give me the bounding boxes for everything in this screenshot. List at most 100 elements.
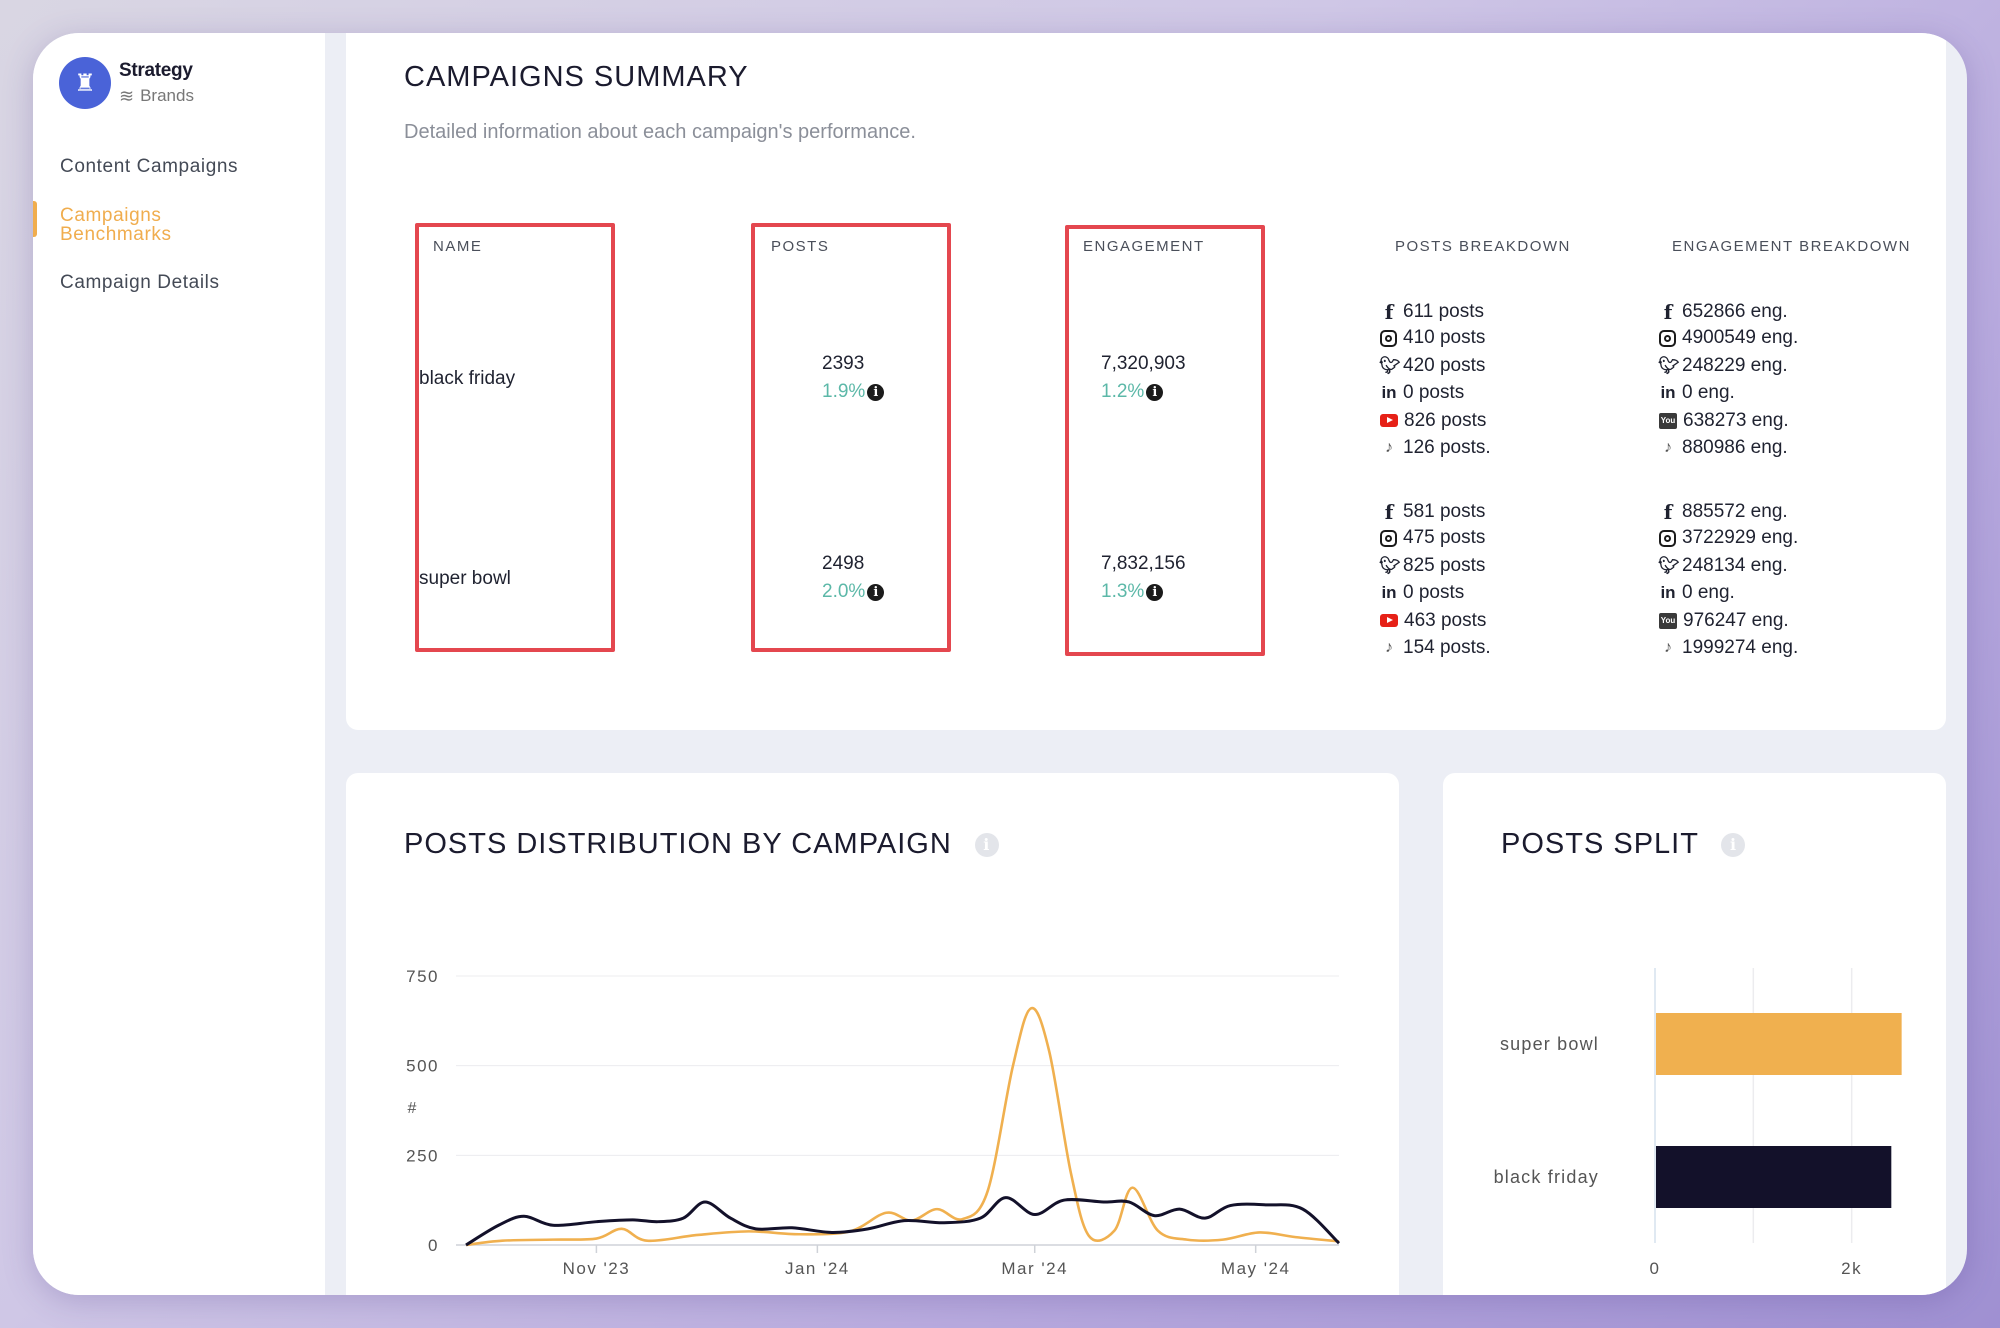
breakdown-value: 475 posts	[1403, 527, 1486, 549]
column-header-posts[interactable]: POSTS	[771, 238, 830, 255]
engagement-breakdown-item: f 652866 eng.	[1658, 300, 1788, 324]
breakdown-value: 826 posts	[1404, 409, 1487, 431]
posts-breakdown-item: 463 posts	[1379, 610, 1486, 632]
sidebar-item-campaign-details[interactable]: Campaign Details	[60, 272, 220, 293]
engagement-breakdown-item: ♪ 880986 eng.	[1658, 437, 1788, 459]
column-header-name[interactable]: NAME	[433, 238, 483, 255]
breakdown-value: 885572 eng.	[1682, 501, 1788, 522]
y-tick-label: 0	[428, 1236, 439, 1255]
info-icon[interactable]: i	[974, 833, 999, 858]
breakdown-value: 248134 eng.	[1682, 554, 1788, 576]
engagement-breakdown-item: ♪ 1999274 eng.	[1658, 637, 1798, 659]
posts-breakdown-item: ♪ 126 posts.	[1379, 437, 1491, 459]
posts-pct: 2.0% i	[822, 581, 885, 603]
highlight-box-name	[415, 223, 615, 652]
engagement-breakdown-item: 4900549 eng.	[1658, 327, 1798, 349]
info-icon[interactable]: i	[1146, 383, 1164, 401]
column-header-posts-breakdown[interactable]: POSTS BREAKDOWN	[1395, 238, 1571, 255]
twitter-icon: 🐦︎	[1658, 555, 1680, 575]
posts-breakdown-item: 🐦︎ 420 posts	[1379, 355, 1485, 377]
posts-breakdown-item: 475 posts	[1379, 527, 1485, 549]
breakdown-value: 126 posts.	[1403, 437, 1491, 458]
bar-black-friday[interactable]	[1656, 1146, 1892, 1208]
breakdown-value: 0 posts	[1403, 382, 1465, 404]
category-label: super bowl	[1500, 1034, 1599, 1054]
engagement-breakdown-item: in 0 eng.	[1658, 382, 1734, 404]
x-tick-label: Jan '24	[785, 1259, 850, 1278]
posts-value: 2498	[822, 553, 865, 574]
x-tick-label: 0	[1650, 1259, 1661, 1278]
breakdown-value: 410 posts	[1403, 327, 1486, 349]
page-title: CAMPAIGNS SUMMARY	[404, 61, 749, 93]
info-icon[interactable]: i	[1146, 583, 1164, 601]
sidebar-item-label-line2: Benchmarks	[60, 224, 172, 245]
campaign-name-black-friday[interactable]: black friday	[419, 368, 516, 389]
brand-name: Strategy	[119, 59, 193, 81]
breakdown-value: 611 posts	[1403, 301, 1484, 322]
column-header-engagement[interactable]: ENGAGEMENT	[1083, 238, 1205, 255]
highlight-box-posts	[751, 223, 951, 652]
breakdown-value: 652866 eng.	[1682, 301, 1788, 322]
bar-super-bowl[interactable]	[1656, 1013, 1902, 1075]
posts-pct-value: 2.0%	[822, 581, 866, 602]
linkedin-icon: in	[1660, 383, 1676, 403]
column-header-engagement-breakdown[interactable]: ENGAGEMENT BREAKDOWN	[1672, 238, 1911, 255]
y-tick-label: 500	[406, 1057, 439, 1076]
y-axis-label: #	[408, 1100, 417, 1117]
posts-breakdown-item: f 611 posts	[1379, 300, 1484, 324]
engagement-pct: 1.2% i	[1101, 381, 1164, 403]
instagram-icon	[1659, 329, 1676, 347]
engagement-breakdown-item: 🐦︎ 248134 eng.	[1658, 555, 1788, 577]
series-line-super-bowl[interactable]	[465, 1006, 1340, 1247]
posts-value: 2393	[822, 353, 865, 374]
posts-breakdown-item: in 0 posts	[1379, 582, 1464, 604]
brand-sub: ≋ Brands	[119, 86, 194, 107]
series-line-black-friday[interactable]	[465, 1196, 1341, 1247]
engagement-pct-value: 1.3%	[1101, 581, 1145, 602]
x-tick-label: May '24	[1221, 1259, 1291, 1278]
info-icon[interactable]: i	[867, 383, 885, 401]
tiktok-icon: ♪	[1664, 639, 1672, 656]
sidebar: ♜ Strategy ≋ Brands Content Campaigns Ca…	[33, 33, 325, 1295]
breakdown-value: 463 posts	[1404, 609, 1487, 631]
brand-header[interactable]: ♜ Strategy ≋ Brands	[59, 57, 194, 109]
facebook-icon: f	[1663, 500, 1673, 524]
linkedin-icon: in	[1381, 383, 1397, 403]
breakdown-value: 581 posts	[1403, 501, 1486, 522]
engagement-breakdown-item: You 976247 eng.	[1658, 610, 1789, 632]
engagement-pct: 1.3% i	[1101, 581, 1164, 603]
campaigns-summary-card: CAMPAIGNS SUMMARY Detailed information a…	[346, 33, 1946, 730]
facebook-icon: f	[1384, 500, 1394, 524]
breakdown-value: 0 eng.	[1682, 582, 1735, 604]
posts-distribution-card: POSTS DISTRIBUTION BY CAMPAIGN i 0 250 500…	[346, 773, 1399, 1295]
y-tick-label: 750	[406, 967, 439, 986]
posts-breakdown-item: ♪ 154 posts.	[1379, 637, 1491, 659]
posts-breakdown-item: 410 posts	[1379, 327, 1485, 349]
breakdown-value: 4900549 eng.	[1682, 327, 1799, 349]
info-icon[interactable]: i	[867, 583, 885, 601]
engagement-value: 7,320,903	[1101, 353, 1186, 374]
active-nav-indicator	[33, 201, 37, 237]
breakdown-value: 0 posts	[1403, 582, 1465, 604]
sidebar-item-campaigns-benchmarks[interactable]: Campaigns Benchmarks	[60, 206, 172, 244]
highlight-box-engagement	[1065, 225, 1265, 656]
sidebar-item-content-campaigns[interactable]: Content Campaigns	[60, 156, 239, 177]
app-window: ♜ Strategy ≋ Brands Content Campaigns Ca…	[33, 33, 1967, 1295]
youtube-icon: You	[1659, 412, 1677, 429]
engagement-breakdown-item: 🐦︎ 248229 eng.	[1658, 355, 1788, 377]
posts-pct-value: 1.9%	[822, 381, 866, 402]
x-tick-label: Nov '23	[563, 1259, 631, 1278]
x-tick-label: 2k	[1841, 1259, 1862, 1278]
breakdown-value: 880986 eng.	[1682, 437, 1788, 458]
chart-title-text: POSTS SPLIT	[1501, 828, 1699, 860]
facebook-icon: f	[1384, 300, 1394, 324]
x-tick-label: Mar '24	[1001, 1259, 1068, 1278]
chart-title-text: POSTS DISTRIBUTION BY CAMPAIGN	[404, 828, 952, 860]
campaign-name-super-bowl[interactable]: super bowl	[419, 568, 511, 589]
info-icon[interactable]: i	[1721, 833, 1746, 858]
linkedin-icon: in	[1660, 583, 1676, 603]
linkedin-icon: in	[1381, 583, 1397, 603]
tiktok-icon: ♪	[1385, 639, 1393, 656]
